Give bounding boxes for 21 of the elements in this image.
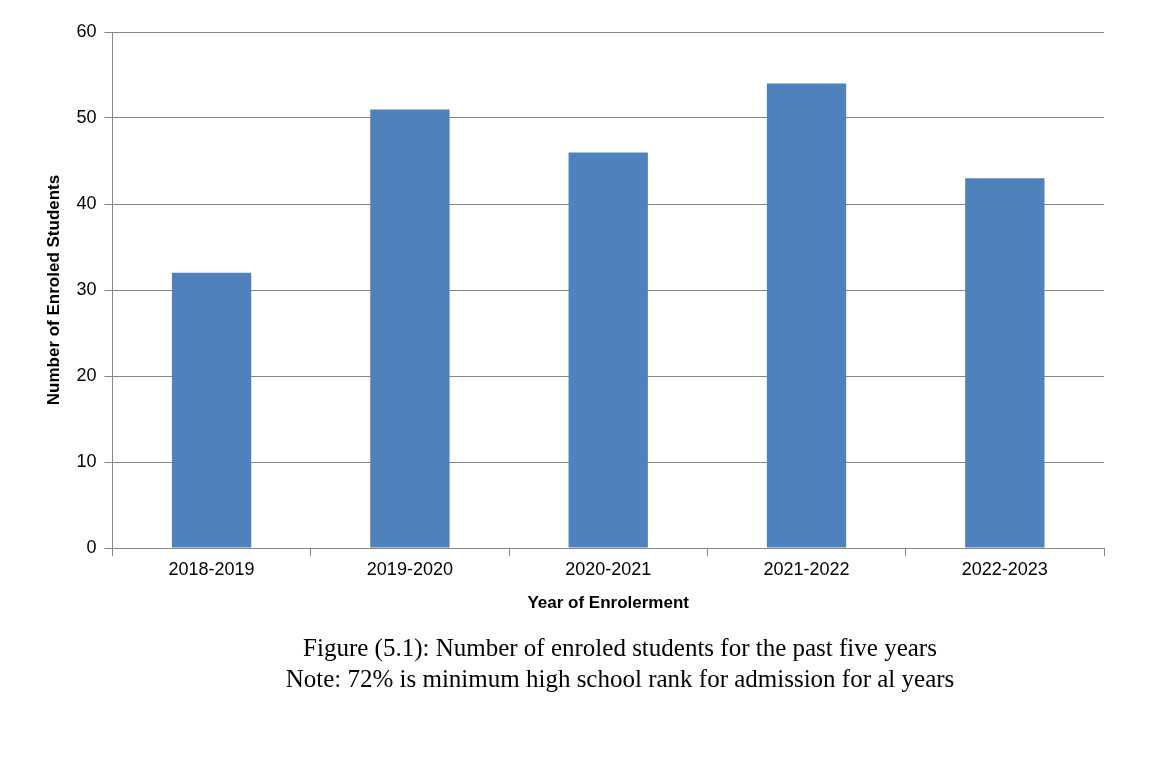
- x-tick-label: 2021-2022: [763, 558, 850, 579]
- bar: [370, 109, 450, 548]
- y-tick-label: 0: [86, 536, 97, 557]
- y-tick-label: 10: [76, 450, 97, 471]
- bar: [766, 83, 847, 548]
- bar: [965, 178, 1045, 548]
- y-tick-label: 30: [76, 278, 97, 299]
- text: Note: 72% is minimum high school rank for admission for al years: [284, 664, 956, 694]
- bar: [568, 152, 648, 548]
- x-axis-title: Year of Enrolerment: [527, 593, 690, 613]
- x-tick-label: 2022-2023: [961, 558, 1048, 579]
- x-tick-label: 2019-2020: [366, 558, 453, 579]
- x-tick-label: 2020-2021: [565, 558, 652, 579]
- text: Figure (5.1): Number of enroled students for the past five years: [302, 633, 938, 663]
- y-tick-label: 20: [76, 364, 97, 385]
- y-tick-label: 50: [76, 106, 97, 127]
- bar: [171, 272, 252, 548]
- y-tick-label: 40: [76, 192, 97, 213]
- y-axis-title: Number of Enroled Students: [43, 174, 63, 406]
- x-tick-label: 2018-2019: [168, 558, 255, 579]
- y-tick-label: 60: [76, 20, 97, 41]
